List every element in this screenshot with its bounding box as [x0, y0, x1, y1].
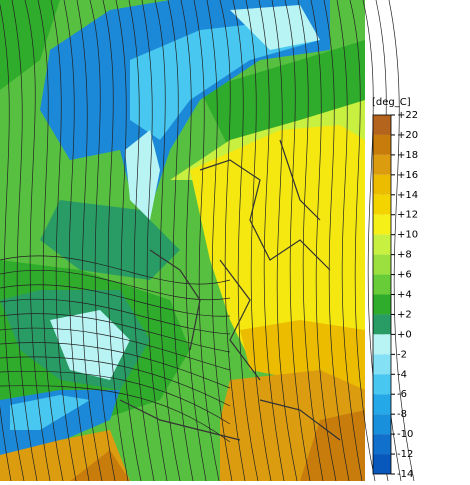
isoline	[115, 0, 142, 482]
isoline	[0, 385, 231, 443]
tick-label: -10	[397, 429, 413, 440]
isoline	[0, 284, 231, 317]
cold-region	[130, 20, 320, 140]
tick-label: -6	[397, 389, 407, 400]
isoline	[167, 0, 194, 482]
region	[200, 40, 365, 150]
isoline	[271, 0, 298, 482]
color-band	[373, 274, 391, 295]
isoline	[310, 0, 337, 482]
color-band	[373, 154, 391, 175]
isoline	[76, 0, 103, 482]
legend-title: [deg_C]	[372, 97, 411, 108]
isoline	[245, 0, 272, 482]
isoline	[232, 0, 259, 482]
isoline	[24, 0, 51, 482]
tick-label: -8	[397, 409, 407, 420]
color-band	[373, 254, 391, 275]
region	[0, 0, 60, 90]
tick-label: +2	[397, 309, 412, 320]
isoline	[128, 0, 155, 482]
color-band	[373, 434, 391, 455]
map	[0, 0, 415, 482]
tick-label: +18	[397, 150, 418, 161]
tick-label: -4	[397, 369, 407, 380]
isoline	[0, 342, 231, 389]
isoline	[323, 0, 350, 482]
isolines	[0, 0, 415, 482]
tick-label: +12	[397, 210, 418, 221]
tick-label: +8	[397, 250, 412, 261]
isoline	[258, 0, 285, 482]
tick-label: +4	[397, 290, 412, 301]
isoline	[89, 0, 116, 482]
isoline	[388, 0, 415, 482]
isoline	[284, 0, 311, 482]
isoline	[0, 270, 231, 301]
tick-label: +0	[397, 329, 412, 340]
color-band	[373, 394, 391, 415]
color-band	[373, 454, 391, 474]
tick-label: -14	[397, 469, 413, 480]
borders	[119, 139, 341, 441]
color-band	[373, 334, 391, 355]
tick-label: +22	[397, 110, 418, 121]
color-band	[373, 174, 391, 195]
tick-label: +14	[397, 190, 418, 201]
color-band	[373, 194, 391, 215]
warm-region	[300, 410, 365, 481]
isoline	[0, 313, 231, 353]
tick-label: +16	[397, 170, 418, 181]
tick-label: +6	[397, 270, 412, 281]
isoline	[0, 298, 231, 335]
isoline	[0, 255, 231, 285]
tick-label: +10	[397, 230, 418, 241]
isoline	[193, 0, 220, 482]
cold-region	[230, 5, 320, 50]
color-band	[373, 414, 391, 435]
color-band	[373, 374, 391, 395]
isoline	[37, 0, 64, 482]
isoline	[180, 0, 207, 482]
cold-region	[10, 395, 90, 430]
isoline	[206, 0, 233, 482]
isoline	[297, 0, 324, 482]
isoline	[154, 0, 181, 482]
color-band	[373, 115, 391, 135]
color-band	[373, 214, 391, 235]
isoline	[0, 370, 231, 425]
isoline	[219, 0, 246, 482]
isoline	[336, 0, 363, 482]
isoline	[0, 327, 231, 371]
warm-region	[70, 450, 130, 481]
isoline	[349, 0, 376, 482]
isoline	[0, 356, 231, 407]
isoline	[50, 0, 77, 482]
isoline	[141, 0, 168, 482]
isoline	[63, 0, 90, 482]
region	[40, 200, 180, 280]
isoline	[11, 0, 38, 482]
tick-label: -12	[397, 449, 413, 460]
color-band	[373, 134, 391, 155]
color-band	[373, 354, 391, 375]
color-band	[373, 234, 391, 255]
color-band	[373, 314, 391, 335]
isoline	[102, 0, 129, 482]
tick-label: +20	[397, 130, 418, 141]
isoline	[0, 3, 25, 482]
colorbar: +22 +20 +18 +16 +14 +12 +10 +8 +6 +4 +2 +0 -2 -4 -6 -8 -…	[372, 110, 418, 480]
color-band	[373, 294, 391, 315]
tick-label: -2	[397, 349, 407, 360]
